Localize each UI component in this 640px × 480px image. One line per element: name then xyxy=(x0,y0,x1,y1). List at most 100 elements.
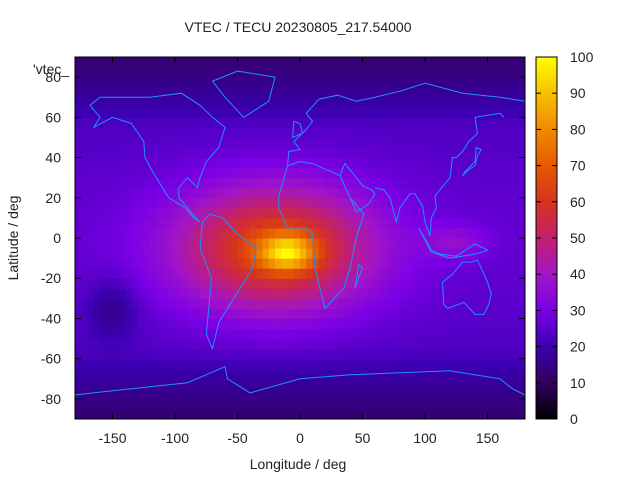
heat-cell xyxy=(293,67,301,78)
heat-cell xyxy=(337,187,345,199)
heat-cell xyxy=(437,358,445,370)
heat-cell xyxy=(356,137,364,149)
heat-cell xyxy=(131,77,139,88)
heat-cell xyxy=(518,67,525,78)
heat-cell xyxy=(256,67,264,78)
heat-cell xyxy=(381,197,389,209)
heat-cell xyxy=(93,77,101,88)
heat-cell xyxy=(312,147,320,159)
heat-cell xyxy=(506,318,514,330)
heat-cell xyxy=(75,358,82,370)
heat-cell xyxy=(237,378,245,390)
heat-cell xyxy=(193,167,201,179)
heat-cell xyxy=(162,87,170,98)
heat-cell xyxy=(481,117,489,128)
heat-cell xyxy=(212,107,220,118)
heat-cell xyxy=(200,338,207,350)
heat-cell xyxy=(350,187,357,199)
heat-cell xyxy=(237,167,245,179)
heat-cell xyxy=(137,398,145,410)
heat-cell xyxy=(325,398,332,410)
heat-cell xyxy=(231,107,239,118)
heat-cell xyxy=(218,378,226,390)
heat-cell xyxy=(475,308,482,320)
heat-cell xyxy=(193,137,201,149)
heat-cell xyxy=(368,408,376,419)
heat-cell xyxy=(293,187,301,199)
heat-cell xyxy=(406,207,414,219)
y-tick-label: -20 xyxy=(41,270,61,286)
heat-cell xyxy=(431,127,439,139)
coastline xyxy=(278,161,365,310)
heat-cell xyxy=(281,248,289,259)
heat-cell xyxy=(400,187,407,199)
heat-cell xyxy=(375,328,382,340)
heat-cell xyxy=(156,398,164,410)
heat-cell xyxy=(350,147,357,159)
heat-cell xyxy=(125,197,132,209)
heat-cell xyxy=(500,308,507,320)
heat-cell xyxy=(500,217,507,229)
heat-cell xyxy=(81,398,89,410)
heat-cell xyxy=(412,87,420,98)
heat-cell xyxy=(431,398,439,410)
heat-cell xyxy=(487,207,495,219)
heat-cell xyxy=(131,258,139,269)
heat-cell xyxy=(81,117,89,128)
heat-cell xyxy=(281,408,289,419)
heat-cell xyxy=(518,268,525,279)
heat-cell xyxy=(406,217,414,229)
heat-cell xyxy=(168,258,176,269)
heat-cell xyxy=(93,157,101,169)
heat-cell xyxy=(243,388,251,400)
heat-cell xyxy=(362,157,370,169)
heat-cell xyxy=(437,197,445,209)
heat-cell xyxy=(162,107,170,118)
heat-cell xyxy=(250,157,257,169)
heat-cell xyxy=(318,227,326,239)
heat-cell xyxy=(200,107,207,118)
heat-cell xyxy=(125,87,132,98)
heat-cell xyxy=(356,398,364,410)
heat-cell xyxy=(137,318,145,330)
heat-cell xyxy=(418,288,426,299)
heat-cell xyxy=(431,318,439,330)
heat-cell xyxy=(512,378,520,390)
heat-cell xyxy=(156,348,164,360)
heat-cell xyxy=(468,348,476,360)
heat-cell xyxy=(268,258,276,269)
heat-cell xyxy=(418,97,426,108)
heat-cell xyxy=(231,338,239,350)
heat-cell xyxy=(231,177,239,189)
heat-cell xyxy=(200,308,207,320)
heat-cell xyxy=(143,177,151,189)
heat-cell xyxy=(75,87,82,98)
heat-cell xyxy=(231,388,239,400)
heat-cell xyxy=(406,238,414,249)
heat-cell xyxy=(93,227,101,239)
heat-cell xyxy=(287,248,295,259)
heat-cell xyxy=(443,127,451,139)
heat-cell xyxy=(131,87,139,98)
heat-cell xyxy=(481,398,489,410)
heat-cell xyxy=(256,238,264,249)
heat-cell xyxy=(375,177,382,189)
heat-cell xyxy=(243,167,251,179)
heat-cell xyxy=(243,187,251,199)
heat-cell xyxy=(112,358,120,370)
heat-cell xyxy=(406,227,414,239)
heat-cell xyxy=(381,298,389,309)
heat-cell xyxy=(143,57,151,68)
heat-cell xyxy=(468,87,476,98)
heat-cell xyxy=(350,77,357,88)
heat-cell xyxy=(212,97,220,108)
heat-cell xyxy=(262,368,270,380)
heat-cell xyxy=(325,258,332,269)
heat-cell xyxy=(325,57,332,68)
heat-cell xyxy=(181,268,189,279)
heat-cell xyxy=(518,167,525,179)
heat-cell xyxy=(481,268,489,279)
heat-cell xyxy=(150,348,157,360)
heat-cell xyxy=(206,77,214,88)
